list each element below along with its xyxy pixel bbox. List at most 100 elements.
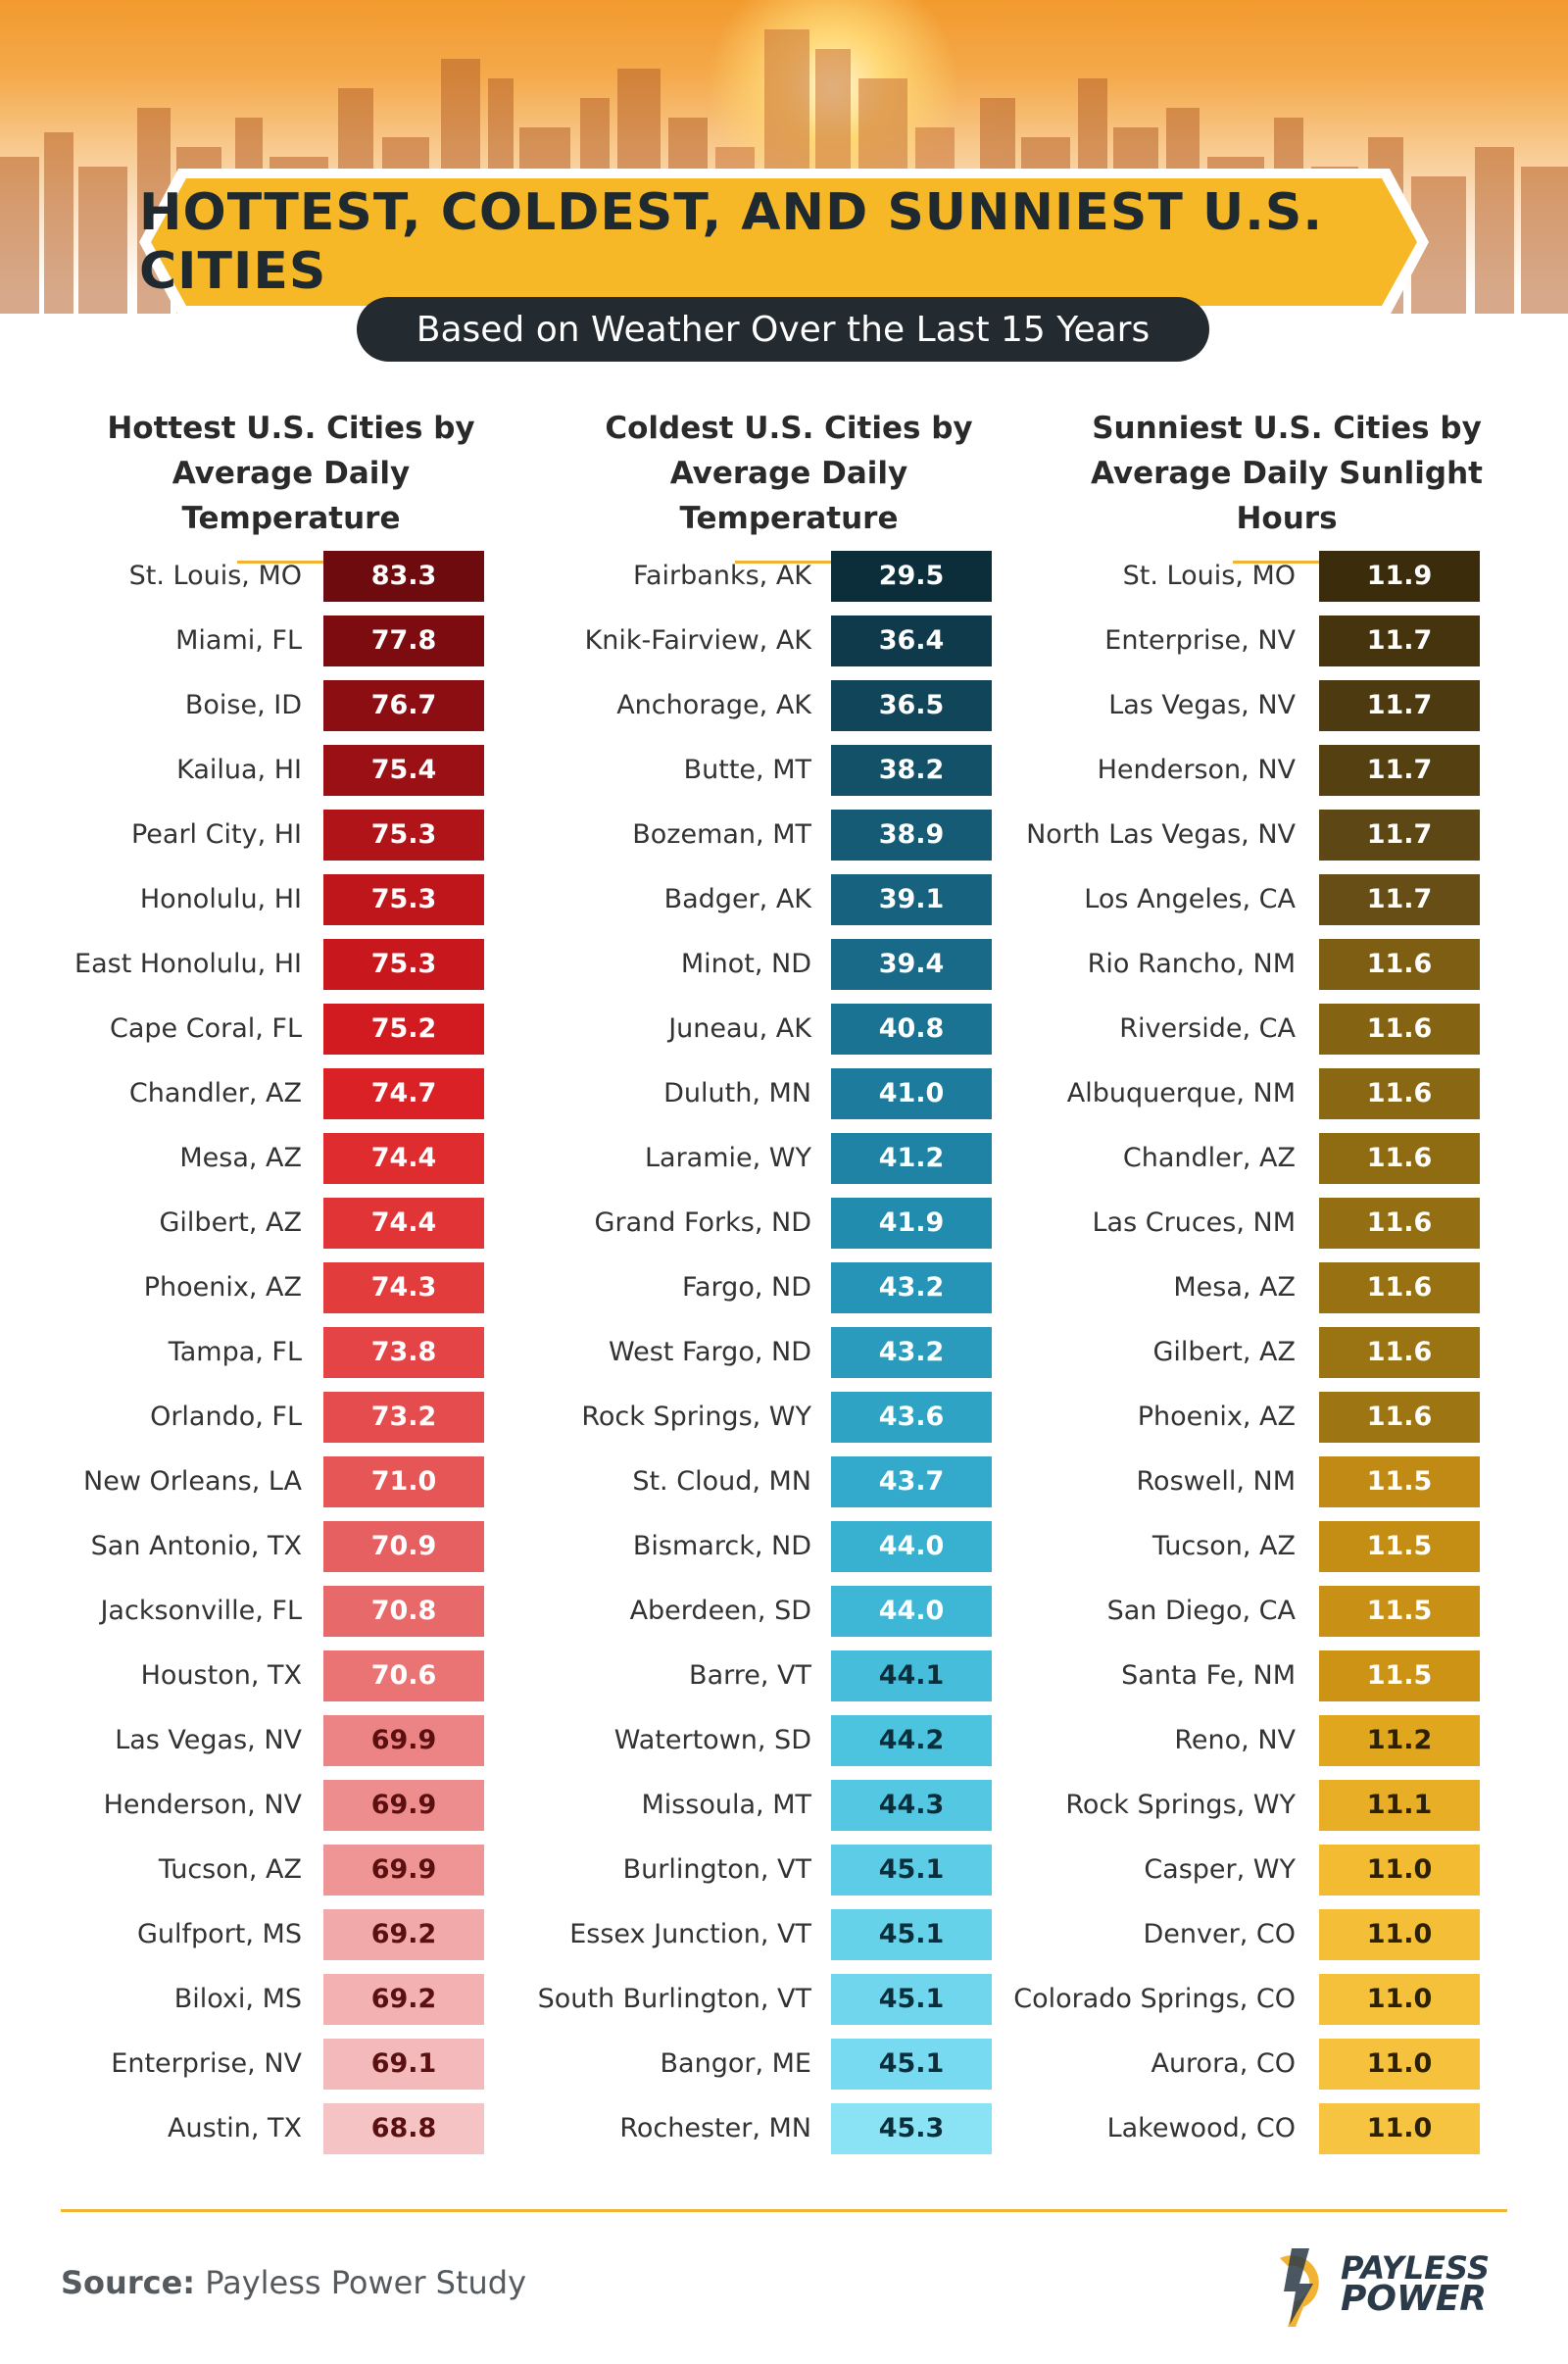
sunniest-city-label: Riverside, CA xyxy=(1119,1013,1296,1044)
hottest-value-cell: 68.8 xyxy=(323,2103,484,2154)
coldest-value-cell: 38.2 xyxy=(831,745,992,796)
coldest-city-label: Bismarck, ND xyxy=(632,1531,811,1561)
sunniest-city-label: Denver, CO xyxy=(1143,1919,1296,1949)
hottest-row: Las Vegas, NV 69.9 xyxy=(0,1715,1568,1766)
coldest-value-cell: 38.9 xyxy=(831,810,992,861)
hottest-row: Chandler, AZ 74.7 xyxy=(0,1068,1568,1119)
hottest-city-label: Gulfport, MS xyxy=(137,1919,302,1949)
coldest-city-label: Minot, ND xyxy=(680,949,811,979)
sunniest-value-cell: 11.7 xyxy=(1319,680,1480,731)
coldest-value-cell: 44.0 xyxy=(831,1521,992,1572)
coldest-city-label: Essex Junction, VT xyxy=(569,1919,811,1949)
coldest-row: St. Cloud, MN 43.7 xyxy=(0,1456,1568,1507)
hottest-value-cell: 75.4 xyxy=(323,745,484,796)
sunniest-row: Las Cruces, NM 11.6 xyxy=(0,1198,1568,1249)
coldest-row: Juneau, AK 40.8 xyxy=(0,1004,1568,1055)
sunniest-row: Colorado Springs, CO 11.0 xyxy=(0,1974,1568,2025)
hottest-heading-rule xyxy=(237,561,345,564)
hottest-city-label: Biloxi, MS xyxy=(173,1984,302,2014)
coldest-row: Burlington, VT 45.1 xyxy=(0,1845,1568,1896)
sunniest-value-cell: 11.6 xyxy=(1319,1327,1480,1378)
hottest-row: Kailua, HI 75.4 xyxy=(0,745,1568,796)
logo-line2: POWER xyxy=(1341,2279,1488,2319)
sunniest-row: Enterprise, NV 11.7 xyxy=(0,616,1568,666)
sunniest-city-label: St. Louis, MO xyxy=(1122,561,1296,591)
coldest-value-cell: 41.0 xyxy=(831,1068,992,1119)
hottest-value-cell: 83.3 xyxy=(323,551,484,602)
hottest-value-cell: 69.9 xyxy=(323,1715,484,1766)
coldest-value-cell: 41.2 xyxy=(831,1133,992,1184)
coldest-city-label: Rock Springs, WY xyxy=(581,1402,811,1432)
coldest-city-label: Fargo, ND xyxy=(681,1272,811,1303)
title-banner: HOTTEST, COLDEST, AND SUNNIEST U.S. CITI… xyxy=(139,169,1429,316)
hottest-column-heading: Hottest U.S. Cities by Average Daily Tem… xyxy=(61,406,521,564)
sunniest-row: Rio Rancho, NM 11.6 xyxy=(0,939,1568,990)
coldest-value-cell: 43.7 xyxy=(831,1456,992,1507)
hottest-row: Orlando, FL 73.2 xyxy=(0,1392,1568,1443)
sunniest-row: Tucson, AZ 11.5 xyxy=(0,1521,1568,1572)
hottest-city-label: Tucson, AZ xyxy=(158,1854,302,1885)
hottest-city-label: Honolulu, HI xyxy=(139,884,302,914)
hottest-city-label: Las Vegas, NV xyxy=(115,1725,302,1755)
sunniest-column-heading: Sunniest U.S. Cities by Average Daily Su… xyxy=(1047,406,1527,564)
source-text: Payless Power Study xyxy=(205,2264,527,2301)
coldest-row: Laramie, WY 41.2 xyxy=(0,1133,1568,1184)
sunniest-value-cell: 11.7 xyxy=(1319,810,1480,861)
coldest-city-label: Laramie, WY xyxy=(644,1143,811,1173)
sunniest-value-cell: 11.5 xyxy=(1319,1456,1480,1507)
sunniest-row: Santa Fe, NM 11.5 xyxy=(0,1650,1568,1701)
sunniest-value-cell: 11.5 xyxy=(1319,1521,1480,1572)
footer-divider xyxy=(61,2209,1507,2212)
sunniest-city-label: Roswell, NM xyxy=(1136,1466,1297,1497)
coldest-row: West Fargo, ND 43.2 xyxy=(0,1327,1568,1378)
hottest-city-label: Orlando, FL xyxy=(150,1402,302,1432)
logo-line1: PAYLESS xyxy=(1341,2249,1490,2287)
sunniest-value-cell: 11.1 xyxy=(1319,1780,1480,1831)
sunniest-value-cell: 11.7 xyxy=(1319,745,1480,796)
hottest-row: San Antonio, TX 70.9 xyxy=(0,1521,1568,1572)
coldest-row: Butte, MT 38.2 xyxy=(0,745,1568,796)
subtitle-pill: Based on Weather Over the Last 15 Years xyxy=(357,297,1209,362)
hottest-row: St. Louis, MO 83.3 xyxy=(0,551,1568,602)
coldest-value-cell: 44.3 xyxy=(831,1780,992,1831)
sunniest-row: Phoenix, AZ 11.6 xyxy=(0,1392,1568,1443)
hottest-city-label: Miami, FL xyxy=(175,625,302,656)
hottest-value-cell: 69.9 xyxy=(323,1780,484,1831)
coldest-city-label: Badger, AK xyxy=(663,884,811,914)
sunniest-row: Mesa, AZ 11.6 xyxy=(0,1262,1568,1313)
hottest-value-cell: 69.9 xyxy=(323,1845,484,1896)
coldest-value-cell: 45.1 xyxy=(831,1974,992,2025)
coldest-row: Bozeman, MT 38.9 xyxy=(0,810,1568,861)
sunniest-city-label: Gilbert, AZ xyxy=(1152,1337,1297,1367)
coldest-city-label: Anchorage, AK xyxy=(616,690,811,720)
sunniest-value-cell: 11.0 xyxy=(1319,1845,1480,1896)
hottest-city-label: Phoenix, AZ xyxy=(143,1272,302,1303)
hottest-value-cell: 69.2 xyxy=(323,1909,484,1960)
sunniest-city-label: Santa Fe, NM xyxy=(1121,1660,1296,1691)
coldest-value-cell: 44.0 xyxy=(831,1586,992,1637)
coldest-heading-line2: Average Daily Temperature xyxy=(669,456,908,536)
sunniest-value-cell: 11.9 xyxy=(1319,551,1480,602)
sunniest-city-label: Reno, NV xyxy=(1174,1725,1296,1755)
coldest-row: Aberdeen, SD 44.0 xyxy=(0,1586,1568,1637)
sunniest-value-cell: 11.0 xyxy=(1319,1909,1480,1960)
sunniest-value-cell: 11.6 xyxy=(1319,1262,1480,1313)
coldest-row: Essex Junction, VT 45.1 xyxy=(0,1909,1568,1960)
hottest-city-label: St. Louis, MO xyxy=(128,561,302,591)
coldest-city-label: Bangor, ME xyxy=(660,2048,811,2079)
coldest-row: Bangor, ME 45.1 xyxy=(0,2039,1568,2090)
sunniest-city-label: Rio Rancho, NM xyxy=(1087,949,1296,979)
coldest-row: Barre, VT 44.1 xyxy=(0,1650,1568,1701)
hottest-city-label: Enterprise, NV xyxy=(111,2048,302,2079)
coldest-row: Fargo, ND 43.2 xyxy=(0,1262,1568,1313)
hottest-row: Enterprise, NV 69.1 xyxy=(0,2039,1568,2090)
hottest-row: Pearl City, HI 75.3 xyxy=(0,810,1568,861)
sunniest-row: Henderson, NV 11.7 xyxy=(0,745,1568,796)
hottest-row: Henderson, NV 69.9 xyxy=(0,1780,1568,1831)
sunniest-city-label: Lakewood, CO xyxy=(1106,2113,1296,2143)
sunniest-city-label: Chandler, AZ xyxy=(1122,1143,1296,1173)
coldest-city-label: Burlington, VT xyxy=(622,1854,811,1885)
hottest-value-cell: 75.2 xyxy=(323,1004,484,1055)
source-line: Source: Payless Power Study xyxy=(61,2264,526,2301)
coldest-value-cell: 43.2 xyxy=(831,1262,992,1313)
